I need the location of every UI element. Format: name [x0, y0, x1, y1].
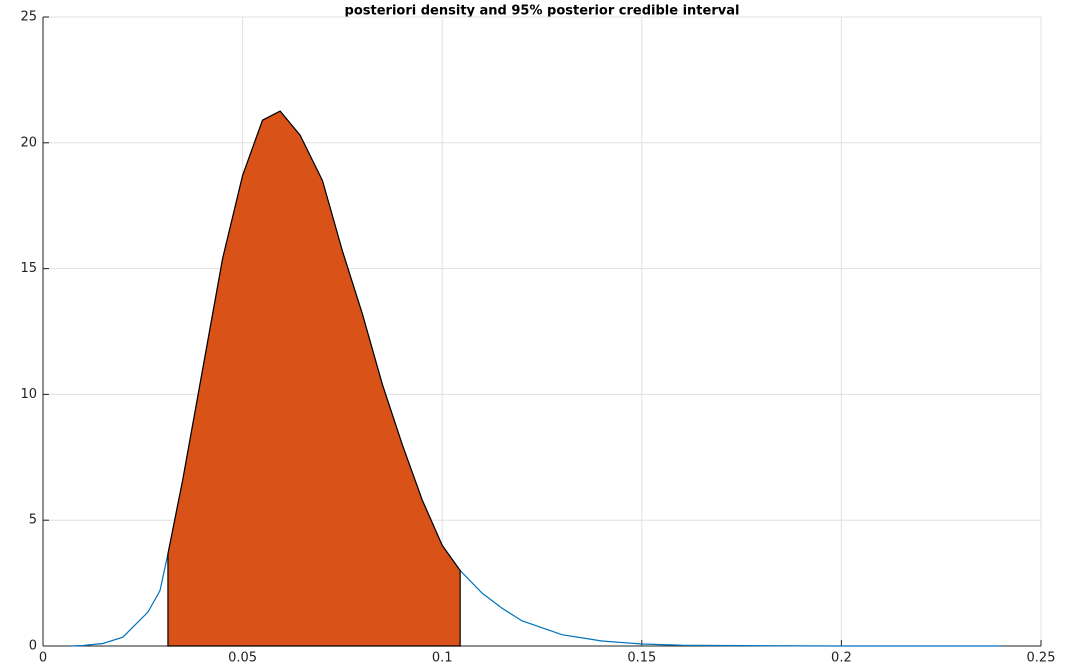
y-tick-label: 10 — [20, 387, 37, 402]
x-tick-label: 0.05 — [228, 651, 257, 666]
y-tick-label: 5 — [29, 513, 37, 528]
x-tick-label: 0 — [39, 651, 47, 666]
y-tick-label: 25 — [20, 10, 37, 25]
x-tick-label: 0.1 — [432, 651, 453, 666]
x-tick-label: 0.15 — [627, 651, 656, 666]
x-tick-label: 0.2 — [831, 651, 852, 666]
y-tick-label: 20 — [20, 135, 37, 150]
x-tick-label: 0.25 — [1027, 651, 1056, 666]
chart-title: posteriori density and 95% posterior cre… — [345, 4, 740, 19]
y-tick-label: 15 — [20, 261, 37, 276]
y-tick-label: 0 — [29, 639, 37, 654]
credible-area — [167, 110, 461, 647]
